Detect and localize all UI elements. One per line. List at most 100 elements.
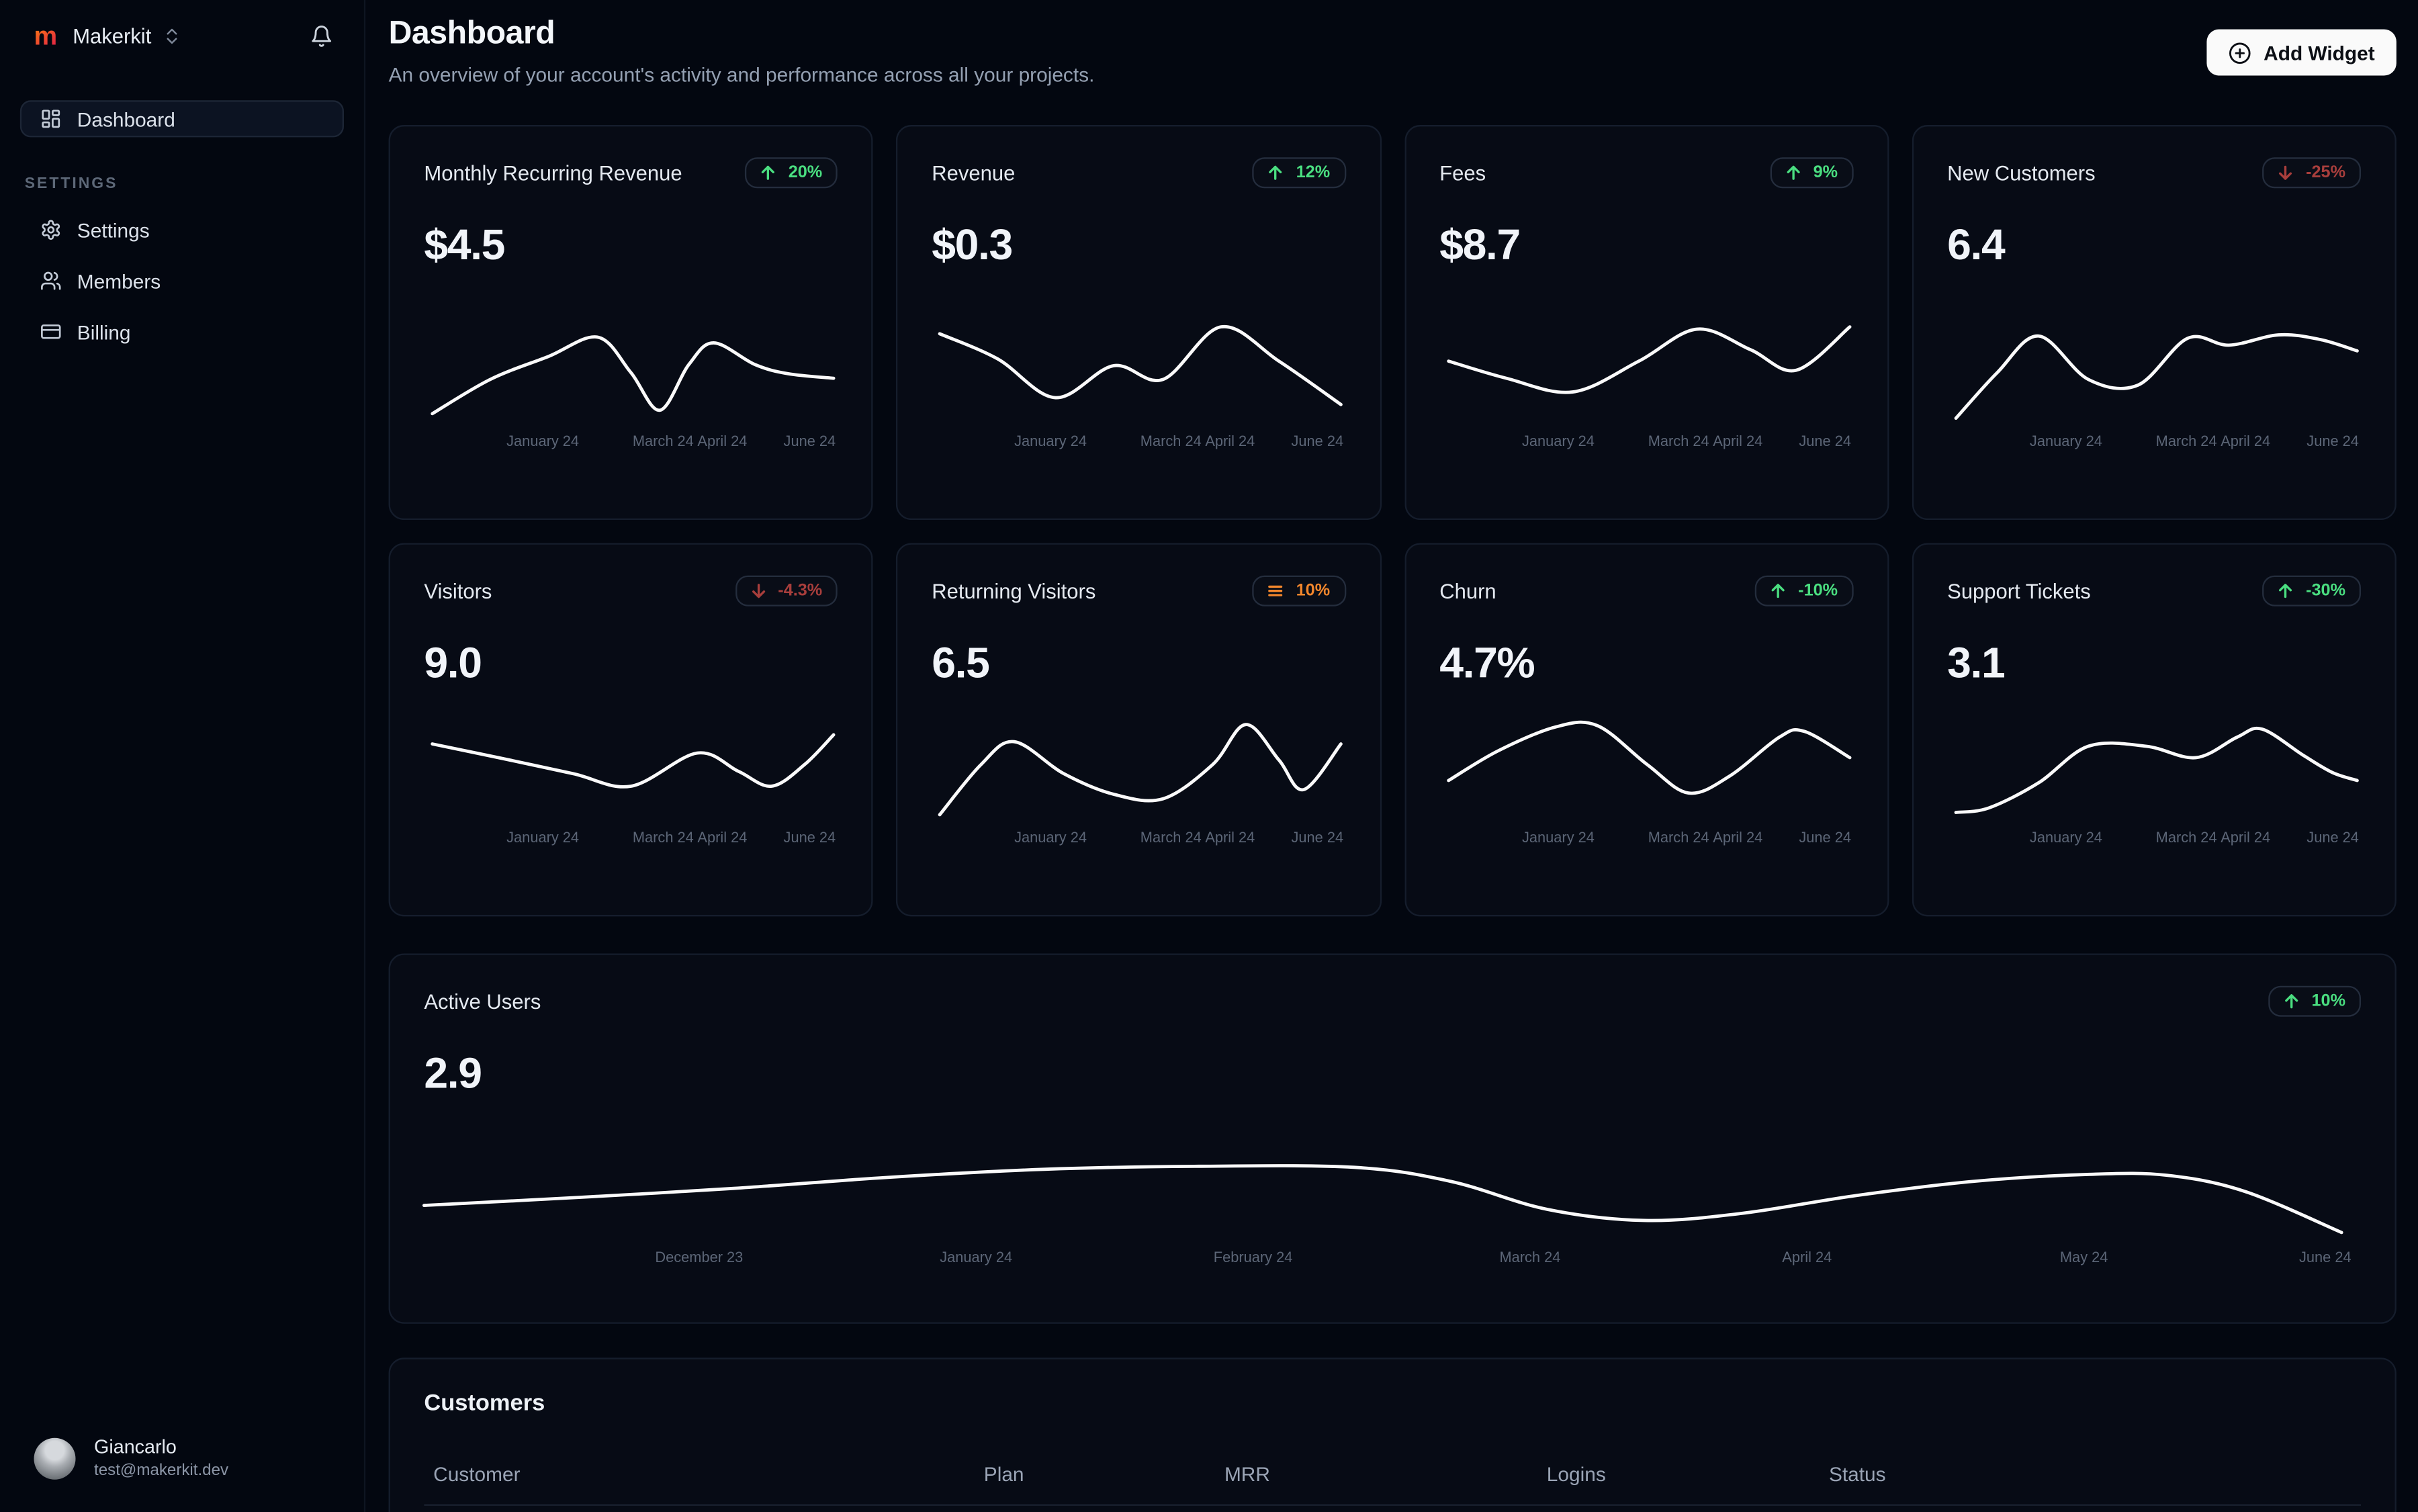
axis-label: April 24 — [1205, 433, 1255, 451]
sidebar-nav: Dashboard SETTINGS Settings Members B — [19, 100, 344, 350]
card-title: Fees — [1439, 161, 1486, 185]
dashboard-grid-icon — [40, 108, 62, 130]
arrow-up-icon — [2282, 992, 2301, 1011]
axis-label: January 24 — [1014, 433, 1087, 451]
axis-label: June 24 — [1291, 830, 1344, 847]
sidebar: m Makerkit Dashboard SETTINGS Sett — [0, 0, 366, 1512]
notifications-bell-icon[interactable] — [310, 25, 332, 48]
trend-badge: 20% — [745, 157, 838, 189]
trend-badge: -4.3% — [734, 575, 838, 607]
arrow-down-icon — [749, 582, 768, 601]
axis-label: April 24 — [1782, 1249, 1832, 1267]
sidebar-item-dashboard[interactable]: Dashboard — [19, 100, 344, 138]
page-header-text: Dashboard An overview of your account's … — [389, 15, 1095, 87]
card-header: Active Users 10% — [424, 985, 2362, 1017]
arrow-up-icon — [759, 163, 778, 182]
axis-label: March 24 — [1648, 433, 1709, 451]
x-axis-labels: January 24 March 24 April 24 June 24 — [932, 433, 1345, 453]
axis-label: April 24 — [2221, 433, 2271, 451]
sidebar-item-billing[interactable]: Billing — [20, 313, 344, 350]
sidebar-item-label: Settings — [77, 218, 150, 242]
metric-value: 4.7% — [1439, 638, 1535, 687]
metric-value: $8.7 — [1439, 220, 1521, 269]
trend-value: 10% — [1296, 581, 1331, 601]
axis-label: April 24 — [1713, 830, 1763, 847]
stat-card: Returning Visitors 10% 6.5 January 24 Mar… — [896, 543, 1381, 917]
card-header: Revenue 12% — [932, 157, 1346, 189]
gear-icon — [40, 219, 62, 240]
card-title: New Customers — [1947, 161, 2096, 185]
axis-label: June 24 — [2307, 830, 2359, 847]
column-header: Customer — [433, 1462, 521, 1486]
user-email: test@makerkit.dev — [94, 1461, 229, 1480]
sparkline-chart — [1439, 710, 1853, 824]
workspace-name: Makerkit — [73, 24, 152, 48]
axis-label: March 24 — [1140, 433, 1202, 451]
axis-label: April 24 — [1713, 433, 1763, 451]
x-axis-labels: January 24 March 24 April 24 June 24 — [1439, 830, 1853, 850]
x-axis-labels: January 24 March 24 April 24 June 24 — [424, 830, 838, 850]
metric-value: $4.5 — [424, 220, 505, 269]
axis-label: January 24 — [1521, 830, 1595, 847]
sparkline-chart — [424, 1143, 2361, 1243]
trend-value: -25% — [2306, 163, 2346, 183]
axis-label: January 24 — [506, 830, 580, 847]
arrow-up-icon — [2276, 582, 2295, 601]
sidebar-item-members[interactable]: Members — [20, 262, 344, 299]
trend-badge: -30% — [2262, 575, 2362, 607]
settings-section-label: SETTINGS — [24, 175, 118, 193]
axis-label: January 24 — [2029, 830, 2102, 847]
axis-label: January 24 — [2029, 433, 2102, 451]
trend-badge: 10% — [1253, 575, 1346, 607]
trend-value: 20% — [788, 163, 823, 183]
sidebar-item-label: Billing — [77, 320, 131, 344]
column-header: MRR — [1224, 1462, 1270, 1486]
page-title: Dashboard — [388, 15, 555, 51]
main-content: Dashboard An overview of your account's … — [365, 0, 2418, 1512]
chevrons-up-down-icon — [162, 26, 182, 46]
metric-value: 9.0 — [424, 638, 482, 687]
makerkit-logo-icon: m — [34, 21, 58, 51]
axis-label: March 24 — [632, 830, 694, 847]
card-header: New Customers -25% — [1947, 157, 2362, 189]
column-header: Logins — [1546, 1462, 1606, 1486]
axis-label: June 24 — [783, 830, 836, 847]
sparkline-chart — [1947, 313, 2361, 427]
axis-label: March 24 — [2155, 433, 2217, 451]
axis-label: June 24 — [783, 433, 836, 451]
user-profile[interactable]: Giancarlo test@makerkit.dev — [20, 1436, 228, 1481]
stat-card: Fees 9% $8.7 January 24 March 24 April 24 J… — [1404, 125, 1889, 521]
axis-label: April 24 — [697, 433, 748, 451]
customers-card: Customers Customer Plan MRR Logins Status — [388, 1358, 2397, 1512]
axis-label: June 24 — [1799, 830, 1852, 847]
axis-label: January 24 — [506, 433, 580, 451]
card-header: Support Tickets -30% — [1947, 575, 2362, 607]
x-axis-labels: January 24 March 24 April 24 June 24 — [1947, 830, 2361, 850]
axis-label: June 24 — [1799, 433, 1852, 451]
user-avatar — [34, 1437, 76, 1480]
axis-label: March 24 — [632, 433, 694, 451]
trend-value: -30% — [2306, 581, 2346, 601]
axis-label: March 24 — [1140, 830, 1202, 847]
axis-label: February 24 — [1213, 1249, 1293, 1267]
card-title: Visitors — [424, 579, 492, 603]
trend-value: 12% — [1296, 163, 1331, 183]
axis-label: March 24 — [1499, 1249, 1561, 1267]
add-widget-button[interactable]: Add Widget — [2206, 29, 2397, 76]
metric-value: 6.4 — [1947, 220, 2006, 269]
axis-label: March 24 — [2155, 830, 2217, 847]
trend-value: -4.3% — [778, 581, 823, 601]
page-subtitle: An overview of your account's activity a… — [388, 63, 1095, 87]
card-title: Active Users — [424, 989, 541, 1013]
credit-card-icon — [40, 321, 62, 343]
workspace-selector[interactable]: m Makerkit — [20, 21, 344, 51]
stat-card: New Customers -25% 6.4 January 24 March 2… — [1912, 125, 2397, 521]
stat-card: Revenue 12% $0.3 January 24 March 24 April… — [896, 125, 1381, 521]
card-header: Churn -10% — [1439, 575, 1854, 607]
trend-badge: -10% — [1754, 575, 1854, 607]
sparkline-chart — [424, 313, 838, 427]
customers-table-header: Customer Plan MRR Logins Status — [424, 1462, 2362, 1506]
trend-badge: 10% — [2268, 985, 2362, 1017]
sidebar-item-settings[interactable]: Settings — [20, 212, 344, 249]
